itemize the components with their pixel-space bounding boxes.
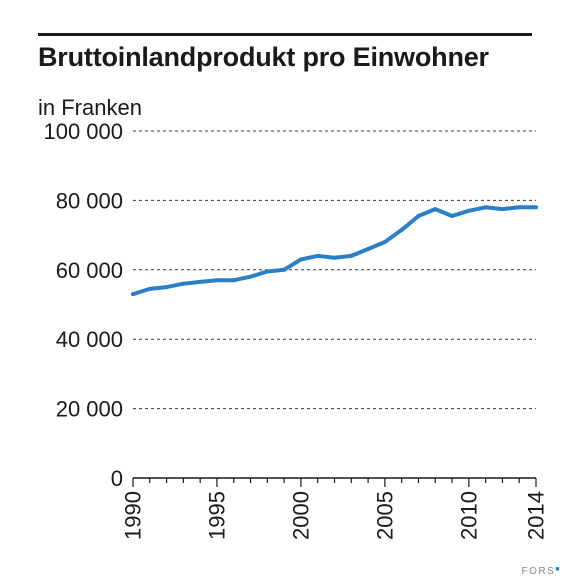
brand-logo: FORS■ <box>521 566 561 577</box>
x-axis <box>132 477 537 487</box>
data-point <box>349 253 354 258</box>
data-point <box>416 214 421 219</box>
data-point <box>332 255 337 260</box>
x-tick-label: 1990 <box>121 491 146 540</box>
y-tick-label: 0 <box>111 466 123 491</box>
x-tick-label: 2000 <box>288 491 313 540</box>
x-tick-label: 1995 <box>204 491 229 540</box>
data-point <box>265 269 270 274</box>
series-line <box>131 205 538 297</box>
data-point <box>164 285 169 290</box>
data-point <box>483 205 488 210</box>
y-axis-unit-label: in Franken <box>38 95 142 120</box>
y-tick-label: 20 000 <box>56 397 123 422</box>
data-point <box>131 292 135 297</box>
data-point <box>147 286 152 291</box>
data-point <box>298 257 303 262</box>
y-tick-label: 40 000 <box>56 327 123 352</box>
x-tick-label: 2014 <box>524 491 549 540</box>
brand-dot-icon: ■ <box>555 566 561 573</box>
data-point <box>500 207 505 212</box>
y-tick-label: 100 000 <box>43 119 123 144</box>
data-point <box>181 281 186 286</box>
gridlines <box>133 130 536 410</box>
y-tick-labels: 0 20 000 40 000 60 000 80 000 100 000 <box>43 119 123 491</box>
data-point <box>466 208 471 213</box>
data-point <box>315 253 320 258</box>
data-point <box>399 227 404 232</box>
brand-name: FORS <box>521 566 556 577</box>
data-point <box>198 279 203 284</box>
data-point <box>450 214 455 219</box>
chart-title: Bruttoinlandprodukt pro Einwohner <box>38 42 489 72</box>
data-point <box>433 207 438 212</box>
x-tick-label: 2005 <box>372 491 397 540</box>
x-tick-label: 2010 <box>456 491 481 540</box>
y-tick-label: 80 000 <box>56 188 123 213</box>
y-tick-label: 60 000 <box>56 258 123 283</box>
data-point <box>231 278 236 283</box>
data-point <box>366 246 371 251</box>
data-point <box>517 205 522 210</box>
data-point <box>248 274 253 279</box>
title-rule <box>38 33 532 36</box>
data-point <box>214 278 219 283</box>
x-tick-labels: 1990 1995 2000 2005 2010 2014 <box>121 491 549 540</box>
series-group <box>131 205 538 297</box>
data-point <box>382 240 387 245</box>
data-point <box>282 267 287 272</box>
data-point <box>534 205 538 210</box>
